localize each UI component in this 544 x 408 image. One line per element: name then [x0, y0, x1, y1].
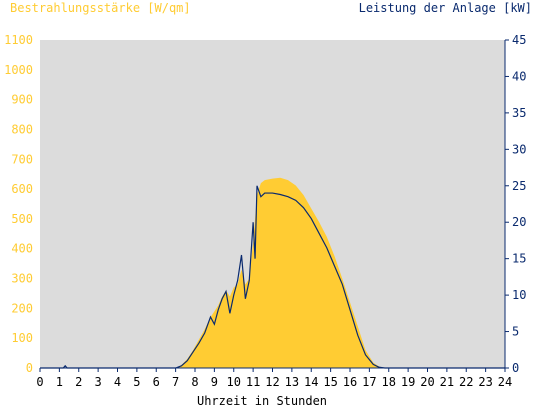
left-tick-label: 500	[11, 212, 33, 226]
right-tick-label: 10	[512, 288, 526, 302]
right-tick-label: 20	[512, 215, 526, 229]
x-tick-label: 18	[382, 375, 396, 389]
x-tick-label: 5	[133, 375, 140, 389]
left-tick-label: 1100	[4, 33, 33, 47]
left-tick-label: 1000	[4, 63, 33, 77]
left-tick-label: 100	[11, 331, 33, 345]
left-axis-title: Bestrahlungsstärke [W/qm]	[10, 1, 191, 15]
x-tick-label: 13	[285, 375, 299, 389]
right-axis-title: Leistung der Anlage [kW]	[359, 1, 532, 15]
x-axis: 0 1 2 3 4 5 6 7 8 9 10 11 12 13 14 15 16 17 18 19 20 21 22 23 24	[36, 368, 512, 389]
x-tick-label: 0	[36, 375, 43, 389]
x-tick-label: 22	[459, 375, 473, 389]
x-tick-label: 20	[420, 375, 434, 389]
power-line-series	[40, 185, 505, 369]
x-tick-label: 11	[246, 375, 260, 389]
right-tick-label: 5	[512, 325, 519, 339]
x-tick-label: 1	[56, 375, 63, 389]
left-tick-label: 600	[11, 182, 33, 196]
left-tick-label: 200	[11, 301, 33, 315]
right-tick-label: 25	[512, 179, 526, 193]
right-tick-label: 0	[512, 361, 519, 375]
x-tick-label: 17	[362, 375, 376, 389]
left-tick-label: 300	[11, 272, 33, 286]
right-tick-label: 15	[512, 252, 526, 266]
right-tick-label: 45	[512, 33, 526, 47]
x-tick-label: 14	[304, 375, 318, 389]
left-tick-label: 900	[11, 93, 33, 107]
x-tick-label: 9	[211, 375, 218, 389]
x-tick-label: 3	[95, 375, 102, 389]
x-tick-label: 2	[75, 375, 82, 389]
right-tick-label: 40	[512, 69, 526, 83]
x-tick-label: 6	[153, 375, 160, 389]
x-tick-label: 23	[478, 375, 492, 389]
left-tick-label: 800	[11, 122, 33, 136]
x-axis-title: Uhrzeit in Stunden	[197, 394, 327, 408]
x-tick-label: 8	[191, 375, 198, 389]
x-tick-label: 16	[343, 375, 357, 389]
x-tick-label: 19	[401, 375, 415, 389]
irradiance-area-series	[40, 177, 505, 368]
left-axis: 0 100 200 300 400 500 600 700 800 900 1000 1100	[4, 33, 33, 375]
x-tick-label: 21	[440, 375, 454, 389]
x-tick-label: 24	[498, 375, 512, 389]
x-tick-label: 15	[323, 375, 337, 389]
right-axis: 0 5 10 15 20 25 30 35 40 45	[505, 33, 526, 375]
right-tick-label: 35	[512, 106, 526, 120]
x-tick-label: 4	[114, 375, 121, 389]
x-tick-label: 12	[265, 375, 279, 389]
left-tick-label: 700	[11, 152, 33, 166]
x-tick-label: 10	[227, 375, 241, 389]
right-tick-label: 30	[512, 142, 526, 156]
left-tick-label: 0	[26, 361, 33, 375]
x-tick-label: 7	[172, 375, 179, 389]
left-tick-label: 400	[11, 242, 33, 256]
